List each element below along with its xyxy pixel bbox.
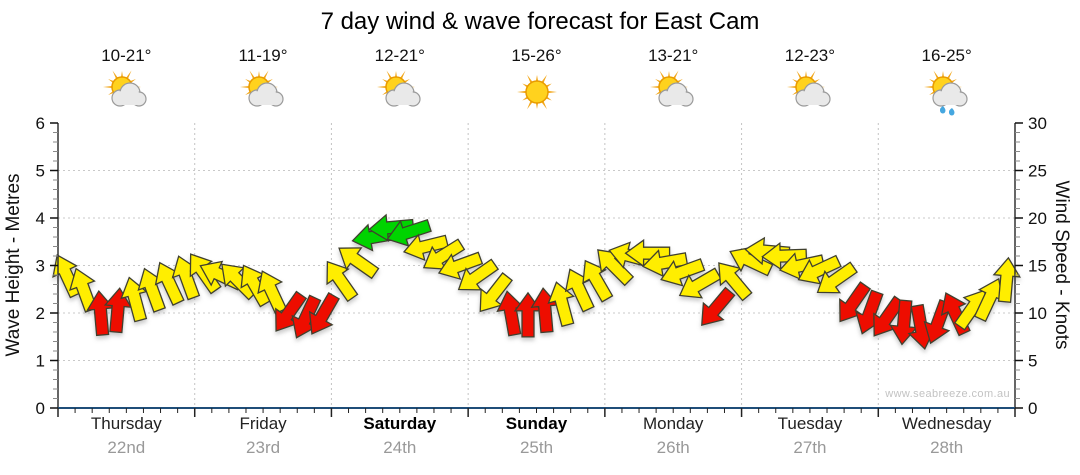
wind-arrow (992, 256, 1022, 303)
wind-arrow (437, 251, 484, 281)
wind-arrow (402, 233, 449, 262)
x-axis-date-label: 24th (383, 438, 417, 457)
right-axis-tick-label: 10 (1028, 304, 1047, 323)
rain-drops-icon (939, 106, 955, 116)
left-axis-tick-label: 0 (36, 399, 45, 418)
x-axis-day-label: Saturday (363, 414, 437, 433)
watermark: www.seabreeze.com.au (885, 388, 1010, 400)
x-axis-day-label: Friday (239, 414, 287, 433)
sun-cloud-icon (646, 66, 700, 120)
temperature-range: 12-23° (784, 46, 836, 65)
wind-arrow (326, 260, 359, 303)
wind-arrow (641, 249, 689, 278)
x-axis-date-label: 22nd (107, 438, 146, 457)
temperature-range: 10-21° (101, 46, 152, 65)
axes: 0 1 2 3 4 5 6 0 5 10 15 20 25 30 (36, 114, 1047, 418)
left-axis-tick-label: 5 (36, 162, 45, 181)
x-axis-date-label: 26th (656, 438, 690, 457)
wind-arrow (816, 261, 858, 294)
cloud-icon (658, 82, 694, 107)
x-axis-day-label: Sunday (505, 414, 568, 433)
sun-icon (510, 66, 564, 120)
cloud-icon (795, 82, 831, 107)
x-axis-date-label: 28th (930, 438, 964, 457)
temperature-range: 13-21° (648, 46, 699, 65)
wind-arrow (386, 218, 432, 247)
left-axis-tick-label: 1 (36, 352, 45, 371)
wind-arrow (257, 270, 288, 315)
right-axis-tick-label: 30 (1028, 114, 1047, 133)
wind-arrow (338, 247, 380, 280)
wind-arrow (547, 281, 576, 328)
left-axis-tick-label: 3 (36, 257, 45, 276)
x-axis-date-label: 25th (519, 438, 554, 457)
left-axis-tick-label: 6 (36, 114, 45, 133)
wind-arrow (582, 259, 614, 303)
cloud-icon (111, 82, 147, 107)
x-axis-day-label: Thursday (90, 414, 162, 433)
right-axis-tick-label: 25 (1028, 162, 1047, 181)
x-axis-day-label: Monday (642, 414, 704, 433)
right-axis-title: Wind Speed - Knots (1051, 180, 1072, 350)
temperature-range: 16-25° (921, 46, 972, 65)
right-axis-tick-label: 15 (1028, 257, 1047, 276)
right-axis-tick-label: 0 (1028, 399, 1037, 418)
wind-arrow (308, 291, 340, 335)
wind-arrow (660, 258, 706, 287)
x-axis-date-label: 27th (793, 438, 827, 457)
right-axis-tick-label: 20 (1028, 209, 1047, 228)
temperature-range: 11-19° (238, 46, 288, 65)
wind-arrows (52, 213, 1022, 351)
wind-arrow (761, 241, 808, 271)
temperature-range: 15-26° (511, 46, 562, 65)
sun-cloud-icon (783, 66, 837, 120)
chart-title: 7 day wind & wave forecast for East Cam (320, 8, 760, 35)
wind-arrow (457, 258, 500, 291)
x-axis-day-label: Tuesday (777, 414, 843, 433)
x-axis-day-label: Wednesday (901, 414, 992, 433)
sun-cloud-icon (99, 66, 153, 120)
sun-cloud-rain-icon (920, 66, 974, 120)
wind-arrow (103, 287, 133, 334)
left-axis-tick-label: 2 (36, 304, 45, 323)
left-axis-tick-label: 4 (36, 209, 45, 228)
wind-arrow (678, 267, 722, 299)
cloud-icon (932, 82, 968, 107)
right-axis-tick-label: 5 (1028, 352, 1037, 371)
left-axis-title: Wave Height - Metres (3, 173, 24, 357)
cloud-icon (248, 82, 284, 107)
wind-arrow (701, 286, 736, 327)
sun-cloud-icon (236, 66, 290, 120)
temperature-range: 12-21° (374, 46, 425, 65)
wind-arrow (797, 254, 842, 285)
sun-cloud-icon (373, 66, 427, 120)
x-axis-date-label: 23rd (246, 438, 281, 457)
cloud-icon (385, 82, 421, 107)
